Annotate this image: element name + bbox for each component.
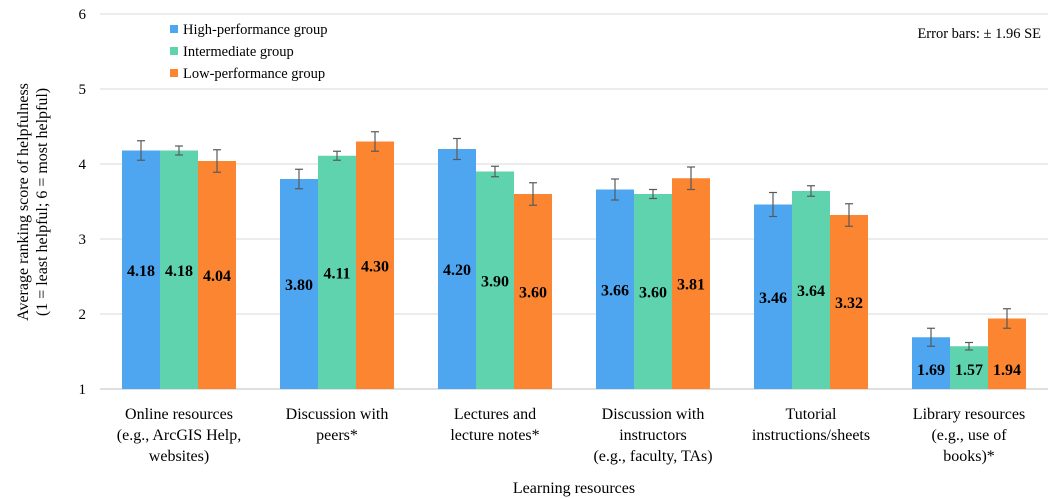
y-tick-label: 6 xyxy=(79,7,87,23)
x-category-label: lecture notes* xyxy=(450,427,539,444)
data-label: 3.46 xyxy=(759,290,787,307)
x-category-label: Library resources xyxy=(913,406,1025,423)
data-label: 1.57 xyxy=(955,362,983,379)
data-label: 3.64 xyxy=(797,283,825,300)
data-label: 3.90 xyxy=(481,273,509,290)
legend-label: High-performance group xyxy=(183,22,328,38)
x-category-label: books)* xyxy=(943,448,995,465)
legend-swatch xyxy=(170,69,178,77)
data-label: 3.60 xyxy=(519,285,547,302)
bar xyxy=(830,215,868,389)
error-bar-note: Error bars: ± 1.96 SE xyxy=(917,26,1041,42)
bar xyxy=(318,155,356,389)
legend-label: Intermediate group xyxy=(183,44,294,60)
data-label: 4.30 xyxy=(361,258,389,275)
bar xyxy=(160,150,198,389)
y-tick-label: 5 xyxy=(79,82,87,98)
x-category-label: Discussion with xyxy=(286,406,389,423)
data-label: 4.04 xyxy=(203,268,231,285)
data-label: 3.81 xyxy=(677,277,705,294)
data-label: 1.69 xyxy=(917,362,945,379)
x-category-label: (e.g., faculty, TAs) xyxy=(593,448,712,465)
bar xyxy=(634,194,672,389)
data-label: 3.66 xyxy=(601,282,629,299)
bar xyxy=(596,189,634,389)
bar xyxy=(514,194,552,389)
y-tick-label: 2 xyxy=(79,307,87,323)
x-category-label: instructors xyxy=(619,427,687,444)
bar xyxy=(476,171,514,389)
x-axis-title: Learning resources xyxy=(513,480,635,497)
y-axis-title: (1 = least helpful; 6 = most helpful) xyxy=(34,88,51,316)
bar xyxy=(792,191,830,389)
bar xyxy=(438,149,476,389)
x-category-label: Online resources xyxy=(125,406,233,423)
y-tick-label: 1 xyxy=(79,382,87,398)
bar xyxy=(198,161,236,389)
bar xyxy=(672,178,710,389)
x-category-label: Tutorial xyxy=(786,406,838,423)
x-category-label: Discussion with xyxy=(602,406,705,423)
data-label: 4.18 xyxy=(127,263,155,280)
x-category-label: websites) xyxy=(149,448,209,465)
x-category-label: (e.g., use of xyxy=(931,427,1007,444)
data-label: 4.11 xyxy=(323,265,350,282)
bar xyxy=(122,150,160,389)
data-label: 3.32 xyxy=(835,295,863,312)
legend-swatch xyxy=(170,25,178,33)
legend-label: Low-performance group xyxy=(183,66,325,82)
data-label: 3.60 xyxy=(639,285,667,302)
data-label: 4.18 xyxy=(165,263,193,280)
data-label: 3.80 xyxy=(285,277,313,294)
data-label: 1.94 xyxy=(993,362,1021,379)
bar xyxy=(280,179,318,389)
x-category-label: instructions/sheets xyxy=(752,427,870,444)
y-tick-label: 3 xyxy=(79,232,87,248)
data-label: 4.20 xyxy=(443,262,471,279)
bar xyxy=(754,204,792,389)
y-axis-title: Average ranking score of helpfulness xyxy=(15,83,32,321)
x-category-label: peers* xyxy=(316,427,358,444)
y-tick-label: 4 xyxy=(79,157,87,173)
bar xyxy=(988,318,1026,389)
legend-swatch xyxy=(170,47,178,55)
x-category-label: Lectures and xyxy=(454,406,536,423)
bar xyxy=(356,141,394,389)
x-category-label: (e.g., ArcGIS Help, xyxy=(117,427,241,444)
bar xyxy=(950,346,988,389)
